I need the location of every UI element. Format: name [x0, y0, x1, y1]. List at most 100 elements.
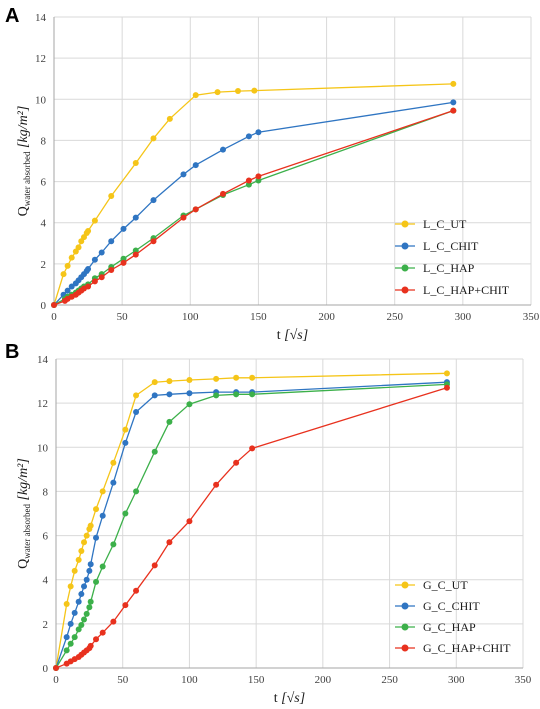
data-point: [75, 598, 82, 605]
series-line: [53, 109, 454, 306]
y-tick-label: 2: [41, 259, 47, 271]
data-point: [213, 481, 220, 488]
data-point: [450, 107, 457, 114]
data-point: [83, 610, 90, 617]
y-tick-label: 4: [43, 575, 49, 587]
data-point: [192, 206, 199, 213]
data-point: [122, 426, 129, 433]
data-point: [108, 192, 115, 199]
data-point: [245, 181, 252, 188]
legend-entry: G_C_CHIT: [395, 599, 480, 613]
data-point: [166, 115, 173, 122]
panel-letter: B: [5, 341, 19, 363]
y-tick-label: 4: [41, 218, 47, 230]
data-point: [85, 283, 92, 290]
data-point: [255, 173, 262, 180]
legend-entry: G_C_HAP: [395, 620, 476, 634]
data-point: [108, 267, 115, 274]
y-tick-label: 2: [43, 619, 49, 631]
data-point: [108, 238, 115, 245]
y-tick-label: 6: [43, 531, 49, 543]
data-point: [166, 391, 173, 398]
data-point: [443, 370, 450, 377]
data-point: [133, 392, 140, 399]
data-point: [71, 634, 78, 641]
data-point: [67, 640, 74, 647]
x-tick-label: 350: [515, 674, 532, 686]
legend-label: L_C_UT: [423, 217, 467, 231]
series-line: [55, 387, 448, 669]
series-line: [55, 383, 447, 669]
data-point: [450, 99, 457, 106]
data-point: [233, 391, 240, 398]
data-point: [93, 636, 100, 643]
x-tick-label: 300: [455, 311, 472, 323]
y-tick-label: 12: [35, 53, 46, 65]
data-point: [132, 251, 139, 258]
legend-marker: [401, 286, 409, 294]
data-point: [86, 567, 93, 574]
x-tick-label: 100: [181, 674, 198, 686]
data-point: [110, 618, 117, 625]
data-point: [99, 563, 106, 570]
x-axis-title: t [√s]: [274, 691, 305, 706]
data-point: [63, 600, 70, 607]
data-point: [186, 401, 193, 408]
x-tick-label: 250: [381, 674, 398, 686]
y-tick-label: 10: [37, 442, 49, 454]
legend-label: G_C_UT: [423, 578, 468, 592]
data-point: [234, 88, 241, 95]
data-point: [180, 171, 187, 178]
data-point: [122, 439, 129, 446]
data-point: [99, 512, 106, 519]
y-tick-label: 14: [35, 12, 47, 24]
legend-entry: G_C_UT: [395, 578, 468, 592]
legend-marker: [401, 242, 409, 250]
data-point: [166, 378, 173, 385]
y-axis-title: Qwater absorbed [kg/m²]: [16, 106, 32, 217]
legend-label: G_C_CHIT: [423, 599, 480, 613]
x-tick-label: 150: [248, 674, 265, 686]
data-point: [78, 591, 85, 598]
series-line: [55, 372, 447, 669]
data-point: [192, 162, 199, 169]
data-point: [233, 459, 240, 466]
series-line: [53, 101, 454, 306]
data-point: [213, 375, 220, 382]
data-point: [255, 129, 262, 136]
data-point: [120, 255, 127, 262]
series-l-c-ut: [51, 80, 457, 308]
data-point: [63, 634, 70, 641]
legend-entry: L_C_UT: [395, 217, 467, 231]
data-point: [132, 247, 139, 254]
data-point: [120, 259, 127, 266]
y-tick-label: 6: [41, 177, 47, 189]
data-point: [75, 244, 82, 251]
data-point: [151, 392, 158, 399]
data-point: [91, 256, 98, 263]
data-point: [68, 254, 75, 261]
legend-label: L_C_HAP+CHIT: [423, 283, 510, 297]
data-point: [233, 374, 240, 381]
data-point: [83, 532, 90, 539]
legend-entry: L_C_CHIT: [395, 239, 479, 253]
data-point: [85, 227, 92, 234]
data-point: [60, 271, 67, 278]
data-point: [150, 238, 157, 245]
data-point: [251, 87, 258, 94]
data-point: [166, 539, 173, 546]
data-point: [81, 616, 88, 623]
data-point: [99, 488, 106, 495]
data-point: [98, 249, 105, 256]
x-tick-label: 350: [523, 311, 540, 323]
data-point: [91, 278, 98, 285]
data-point: [93, 506, 100, 513]
series-line: [53, 109, 454, 306]
x-axis-title: t [√s]: [277, 328, 308, 343]
data-point: [91, 217, 98, 224]
data-point: [249, 391, 256, 398]
data-point: [443, 384, 450, 391]
data-point: [166, 418, 173, 425]
data-point: [255, 177, 262, 184]
data-point: [64, 262, 71, 269]
